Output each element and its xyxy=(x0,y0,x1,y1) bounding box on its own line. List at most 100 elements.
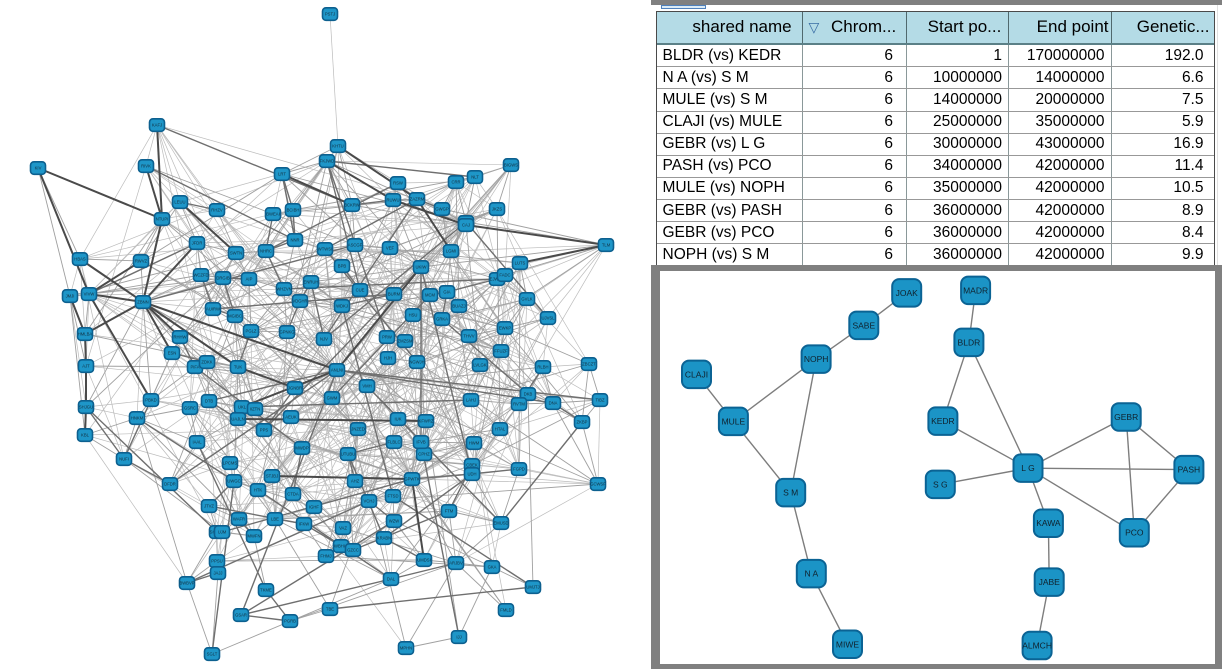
svg-text:AIP: AIP xyxy=(246,277,253,282)
svg-text:IFKW: IFKW xyxy=(299,522,310,527)
svg-text:SABE: SABE xyxy=(852,320,875,330)
svg-text:PRW: PRW xyxy=(382,335,392,340)
svg-text:WHZVN: WHZVN xyxy=(276,287,291,292)
svg-text:HTAL: HTAL xyxy=(495,427,506,432)
svg-text:RWVZ: RWVZ xyxy=(135,259,148,264)
svg-text:ASCGF: ASCGF xyxy=(348,243,363,248)
svg-text:FFUZF: FFUZF xyxy=(494,349,508,354)
svg-text:ZMZSM: ZMZSM xyxy=(398,339,413,344)
svg-text:N A: N A xyxy=(804,569,818,579)
svg-text:BLDR: BLDR xyxy=(958,337,981,347)
svg-text:FKJWD: FKJWD xyxy=(320,159,334,164)
svg-text:RSW: RSW xyxy=(393,181,403,186)
svg-text:DNA: DNA xyxy=(549,401,558,406)
svg-text:EMUSD: EMUSD xyxy=(493,521,508,526)
svg-text:AUIRW: AUIRW xyxy=(206,307,220,312)
svg-text:DRGIB: DRGIB xyxy=(216,276,229,281)
svg-text:ALMCH: ALMCH xyxy=(1022,641,1052,651)
svg-text:FTM: FTM xyxy=(445,509,454,514)
svg-text:UKIW: UKIW xyxy=(416,265,427,270)
svg-text:GEBR: GEBR xyxy=(1114,412,1138,422)
svg-text:GPWTK: GPWTK xyxy=(404,477,420,482)
svg-text:GSAR: GSAR xyxy=(235,613,247,618)
svg-text:CLAJI: CLAJI xyxy=(685,369,708,379)
svg-text:WDKJ: WDKJ xyxy=(336,304,348,309)
svg-text:TKME: TKME xyxy=(260,588,272,593)
svg-text:WZW: WZW xyxy=(389,519,400,524)
svg-text:MGIBC: MGIBC xyxy=(228,314,242,319)
svg-text:GWM: GWM xyxy=(327,396,338,401)
svg-text:GCWSF: GCWSF xyxy=(590,482,606,487)
svg-text:MADR: MADR xyxy=(963,285,988,295)
svg-text:UAJLN: UAJLN xyxy=(231,417,244,422)
svg-text:IFVB: IFVB xyxy=(416,440,426,445)
svg-text:UMDSI: UMDSI xyxy=(417,558,431,563)
svg-text:AHZ: AHZ xyxy=(351,479,360,484)
svg-text:BCIBH: BCIBH xyxy=(287,208,300,213)
svg-text:UJVSL: UJVSL xyxy=(541,316,555,321)
svg-text:MULE: MULE xyxy=(722,416,746,426)
svg-text:IGHF: IGHF xyxy=(309,505,319,510)
svg-text:GRKA: GRKA xyxy=(436,317,448,322)
svg-text:HMLBA: HMLBA xyxy=(78,332,93,337)
svg-text:KAFJ: KAFJ xyxy=(152,123,162,128)
svg-text:WBHUI: WBHUI xyxy=(334,544,348,549)
svg-text:BIGWS: BIGWS xyxy=(504,163,518,168)
svg-text:TLM: TLM xyxy=(602,243,611,248)
svg-text:S M: S M xyxy=(783,488,798,498)
svg-text:MWFN: MWFN xyxy=(247,534,260,539)
svg-text:JAJJ: JAJJ xyxy=(213,571,222,576)
svg-text:KEDR: KEDR xyxy=(931,416,955,426)
svg-text:NOPH: NOPH xyxy=(804,354,829,364)
svg-text:MCM: MCM xyxy=(425,293,436,298)
svg-text:ZDKK: ZDKK xyxy=(201,360,212,365)
svg-text:JKZS: JKZS xyxy=(492,207,502,212)
svg-text:VIVW: VIVW xyxy=(84,292,95,297)
svg-text:KRABN: KRABN xyxy=(377,536,391,541)
svg-text:BURM: BURM xyxy=(388,292,401,297)
svg-text:GWGP: GWGP xyxy=(435,207,448,212)
svg-text:JOAK: JOAK xyxy=(896,288,919,298)
svg-text:S G: S G xyxy=(933,479,948,489)
svg-text:ZAZRM: ZAZRM xyxy=(410,197,425,202)
svg-text:PSTJ: PSTJ xyxy=(325,12,335,17)
svg-text:MWDP: MWDP xyxy=(295,446,308,451)
svg-text:SHJGU: SHJGU xyxy=(79,405,93,410)
svg-text:THVV: THVV xyxy=(463,334,474,339)
svg-text:TIBZ: TIBZ xyxy=(595,398,605,403)
svg-text:LRT: LRT xyxy=(278,172,286,177)
svg-text:TUK: TUK xyxy=(234,365,243,370)
svg-text:ZKBP: ZKBP xyxy=(577,420,588,425)
svg-text:NGWJH: NGWJH xyxy=(409,360,424,365)
svg-text:GIA: GIA xyxy=(443,290,450,295)
svg-text:ARJBV: ARJBV xyxy=(449,561,463,566)
svg-text:NNR: NNR xyxy=(290,238,299,243)
svg-text:PGLZ: PGLZ xyxy=(246,329,257,334)
svg-text:CUE: CUE xyxy=(356,288,365,293)
svg-text:NJV: NJV xyxy=(320,337,328,342)
svg-text:WAFR: WAFR xyxy=(233,517,245,522)
svg-text:DTB: DTB xyxy=(205,399,214,404)
svg-text:L G: L G xyxy=(1021,463,1034,473)
svg-text:GPNKG: GPNKG xyxy=(279,330,294,335)
svg-text:PASH: PASH xyxy=(1178,465,1201,475)
svg-text:KAWA: KAWA xyxy=(1036,518,1061,528)
svg-text:UWGC: UWGC xyxy=(227,479,240,484)
svg-text:UMJTJ: UMJTJ xyxy=(526,585,539,590)
svg-text:ZBNN: ZBNN xyxy=(137,300,148,305)
svg-text:NUFI: NUFI xyxy=(119,457,129,462)
svg-text:LEUU: LEUU xyxy=(174,200,185,205)
svg-text:HJH: HJH xyxy=(384,356,392,361)
svg-text:SWTN: SWTN xyxy=(230,251,242,256)
svg-text:JMJI: JMJI xyxy=(66,294,75,299)
svg-text:FMLD: FMLD xyxy=(500,608,511,613)
svg-text:RHZV: RHZV xyxy=(211,208,223,213)
svg-text:IUK: IUK xyxy=(395,417,402,422)
svg-text:NHRC: NHRC xyxy=(260,249,272,254)
svg-text:VDGHR: VDGHR xyxy=(292,299,307,304)
svg-text:DKB: DKB xyxy=(524,392,533,397)
svg-text:VAZ: VAZ xyxy=(339,526,347,531)
svg-text:VEF: VEF xyxy=(386,246,395,251)
svg-text:JNZED: JNZED xyxy=(351,427,365,432)
svg-text:ESN: ESN xyxy=(168,351,177,356)
